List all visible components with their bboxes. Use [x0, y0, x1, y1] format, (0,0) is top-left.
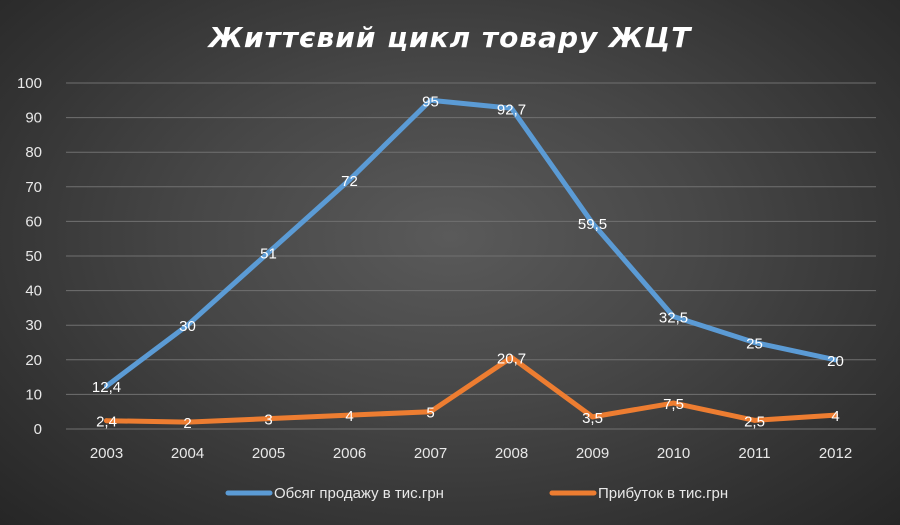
- series-lines: [104, 97, 838, 425]
- x-tick-label: 2012: [819, 445, 852, 462]
- x-tick-label: 2008: [495, 445, 528, 462]
- y-axis-ticks: 0 10 20 30 40 50 60 70 80 90 100: [17, 75, 42, 438]
- x-axis-ticks: 2003 2004 2005 2006 2007 2008 2009 2010 2011 2012: [90, 445, 852, 462]
- data-label: 4: [831, 408, 839, 425]
- data-point: [266, 416, 271, 422]
- legend-label: Прибуток в тис.грн: [598, 485, 728, 502]
- y-tick-label: 50: [25, 248, 42, 265]
- data-label: 2,4: [96, 414, 117, 431]
- y-tick-label: 90: [25, 110, 42, 127]
- x-tick-label: 2007: [414, 445, 447, 462]
- y-tick-label: 60: [25, 213, 42, 230]
- data-point: [428, 97, 433, 103]
- legend-label: Обсяг продажу в тис.грн: [274, 485, 444, 502]
- data-point: [347, 412, 352, 418]
- y-tick-label: 20: [25, 352, 42, 369]
- legend: Обсяг продажу в тис.грн Прибуток в тис.гр…: [225, 485, 728, 502]
- data-label: 3,5: [582, 410, 603, 427]
- x-tick-label: 2009: [576, 445, 609, 462]
- data-label: 20,7: [497, 350, 526, 367]
- chart-title: Життєвий цикл товару ЖЦТ: [207, 21, 693, 54]
- data-label: 30: [179, 318, 196, 335]
- data-point: [104, 383, 109, 389]
- x-tick-label: 2003: [90, 445, 123, 462]
- data-point: [104, 418, 109, 424]
- data-point: [590, 414, 595, 420]
- series-line-1: [104, 97, 838, 389]
- data-point: [509, 354, 514, 360]
- data-point: [590, 220, 595, 226]
- data-labels: 12,4 30 51 72 95 92,7 59,5 32,5 25 20 2,4 2 3 4 5 20,7 3…: [92, 93, 844, 432]
- data-label: 59,5: [578, 216, 607, 233]
- data-label: 20: [827, 353, 844, 370]
- data-label: 7,5: [663, 396, 684, 413]
- data-point: [671, 314, 676, 320]
- y-tick-label: 70: [25, 179, 42, 196]
- data-point: [428, 409, 433, 415]
- data-label: 72: [341, 173, 358, 190]
- y-tick-label: 30: [25, 317, 42, 334]
- series-line-2: [104, 354, 838, 425]
- data-label: 92,7: [497, 101, 526, 118]
- data-label: 12,4: [92, 379, 121, 396]
- y-tick-label: 80: [25, 144, 42, 161]
- data-label: 51: [260, 246, 277, 263]
- data-point: [752, 417, 757, 423]
- data-label: 25: [746, 336, 763, 353]
- data-label: 95: [422, 93, 439, 110]
- y-tick-label: 0: [34, 421, 42, 438]
- x-tick-label: 2005: [252, 445, 285, 462]
- data-label: 3: [264, 412, 272, 429]
- data-label: 4: [345, 408, 353, 425]
- data-point: [509, 105, 514, 111]
- x-tick-label: 2006: [333, 445, 366, 462]
- x-tick-label: 2011: [738, 445, 770, 462]
- y-tick-label: 10: [25, 386, 42, 403]
- x-tick-label: 2004: [171, 445, 204, 462]
- data-label: 5: [426, 405, 434, 422]
- data-label: 2,5: [744, 413, 765, 430]
- data-label: 32,5: [659, 310, 688, 327]
- data-point: [185, 419, 190, 425]
- data-point: [266, 250, 271, 256]
- data-point: [752, 340, 757, 345]
- data-point: [833, 357, 838, 363]
- y-tick-label: 40: [25, 283, 42, 300]
- data-point: [671, 400, 676, 406]
- gridlines: [66, 82, 876, 430]
- x-tick-label: 2010: [657, 445, 690, 462]
- data-point: [833, 412, 838, 418]
- data-point: [185, 322, 190, 328]
- data-point: [347, 177, 352, 183]
- y-tick-label: 100: [17, 75, 42, 92]
- data-label: 2: [183, 415, 191, 432]
